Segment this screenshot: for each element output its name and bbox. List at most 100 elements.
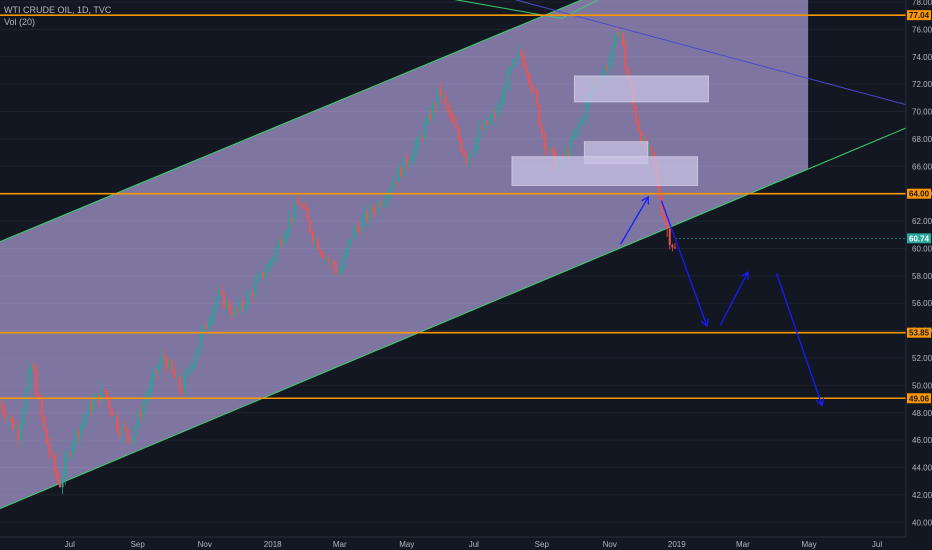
- candle-body: [43, 416, 46, 430]
- candle-body: [316, 239, 319, 251]
- candle-body: [303, 206, 306, 209]
- candle-body: [611, 46, 614, 61]
- apex-line-right: [561, 0, 599, 19]
- channel-group: [0, 0, 906, 510]
- candle-body: [220, 290, 223, 293]
- supply-zone-1[interactable]: [573, 75, 709, 103]
- channel-upper-line[interactable]: [0, 0, 906, 243]
- candle-body: [69, 452, 72, 455]
- candle-body: [470, 153, 473, 156]
- candle-body: [517, 52, 520, 58]
- candle-body: [27, 371, 30, 390]
- candle-body: [19, 424, 22, 440]
- candle-body: [400, 167, 403, 177]
- projection-arrow[interactable]: [660, 200, 706, 326]
- candle-body: [194, 356, 197, 366]
- candle-body: [225, 301, 228, 309]
- candle-body: [233, 308, 236, 316]
- candle-body: [481, 128, 484, 130]
- candle-body: [483, 120, 486, 130]
- candle-body: [436, 88, 439, 106]
- candle-body: [212, 306, 215, 319]
- y-tick-label: 40.00: [912, 518, 932, 527]
- channel-lower-line[interactable]: [0, 127, 906, 510]
- y-tick-label: 50.00: [912, 381, 932, 390]
- candle-body: [215, 298, 218, 307]
- candle-body: [160, 355, 163, 365]
- candle-body: [379, 202, 382, 207]
- symbol-label[interactable]: WTI CRUDE OIL, 1D, TVC: [4, 5, 112, 15]
- candle-body: [40, 397, 43, 417]
- candle-body: [285, 231, 288, 239]
- candle-body: [48, 443, 51, 455]
- candle-body: [142, 403, 145, 417]
- y-tick-label: 76.00: [912, 25, 932, 34]
- x-tick-label: May: [399, 540, 414, 549]
- candle-body: [95, 394, 98, 400]
- candle-body: [634, 105, 637, 122]
- candle-body: [241, 301, 244, 308]
- candle-body: [121, 426, 124, 436]
- candle-body: [621, 32, 624, 45]
- candle-body: [405, 157, 408, 166]
- candle-body: [61, 477, 64, 488]
- projection-arrow[interactable]: [620, 198, 648, 245]
- candle-body: [298, 203, 301, 206]
- candle-body: [191, 365, 194, 369]
- y-tick-label: 78.00: [912, 0, 932, 7]
- candle-body: [25, 389, 28, 411]
- supply-zone-3[interactable]: [511, 156, 699, 186]
- candle-body: [421, 136, 424, 140]
- candle-body: [197, 347, 200, 357]
- candle-body: [131, 436, 134, 443]
- candle-body: [66, 452, 69, 459]
- candle-body: [30, 365, 33, 372]
- level-price-label: 64.00: [909, 190, 930, 199]
- y-tick-label: 58.00: [912, 272, 932, 281]
- candle-body: [139, 412, 142, 417]
- candle-body: [666, 221, 669, 229]
- candle-body: [348, 239, 351, 249]
- candle-body: [134, 426, 137, 437]
- candle-body: [410, 159, 413, 164]
- candle-body: [199, 334, 202, 348]
- projection-arrow[interactable]: [775, 272, 821, 404]
- candle-body: [176, 377, 179, 379]
- last-price-box: [907, 233, 931, 244]
- candle-body: [475, 138, 478, 150]
- candles: [0, 26, 676, 495]
- candle-body: [413, 148, 416, 160]
- candle-body: [85, 415, 88, 421]
- candle-body: [207, 323, 210, 329]
- candle-body: [4, 412, 7, 420]
- channel-fill: [0, 0, 809, 509]
- candle-body: [507, 68, 510, 91]
- candle-body: [494, 113, 497, 118]
- x-tick-label: Mar: [736, 540, 750, 549]
- candle-body: [640, 131, 643, 145]
- x-tick-label: Sep: [535, 540, 550, 549]
- candle-body: [434, 103, 437, 106]
- candle-body: [457, 128, 460, 140]
- candle-body: [627, 68, 630, 80]
- candle-body: [181, 391, 184, 393]
- projection-arrow[interactable]: [719, 273, 747, 326]
- candle-body: [217, 290, 220, 299]
- candle-body: [290, 217, 293, 220]
- candle-body: [301, 205, 304, 207]
- candle-body: [0, 404, 1, 406]
- candle-body: [658, 180, 661, 199]
- candle-body: [275, 248, 278, 259]
- candle-body: [350, 238, 353, 240]
- candle-body: [38, 395, 41, 398]
- candle-body: [650, 146, 653, 152]
- level-price-box: [907, 10, 931, 21]
- candle-body: [395, 182, 398, 184]
- volume-label[interactable]: Vol (20): [4, 17, 36, 27]
- candle-body: [105, 391, 108, 399]
- candle-body: [126, 429, 129, 437]
- y-tick-label: 60.00: [912, 244, 932, 253]
- candle-body: [257, 276, 260, 283]
- candle-body: [327, 258, 330, 262]
